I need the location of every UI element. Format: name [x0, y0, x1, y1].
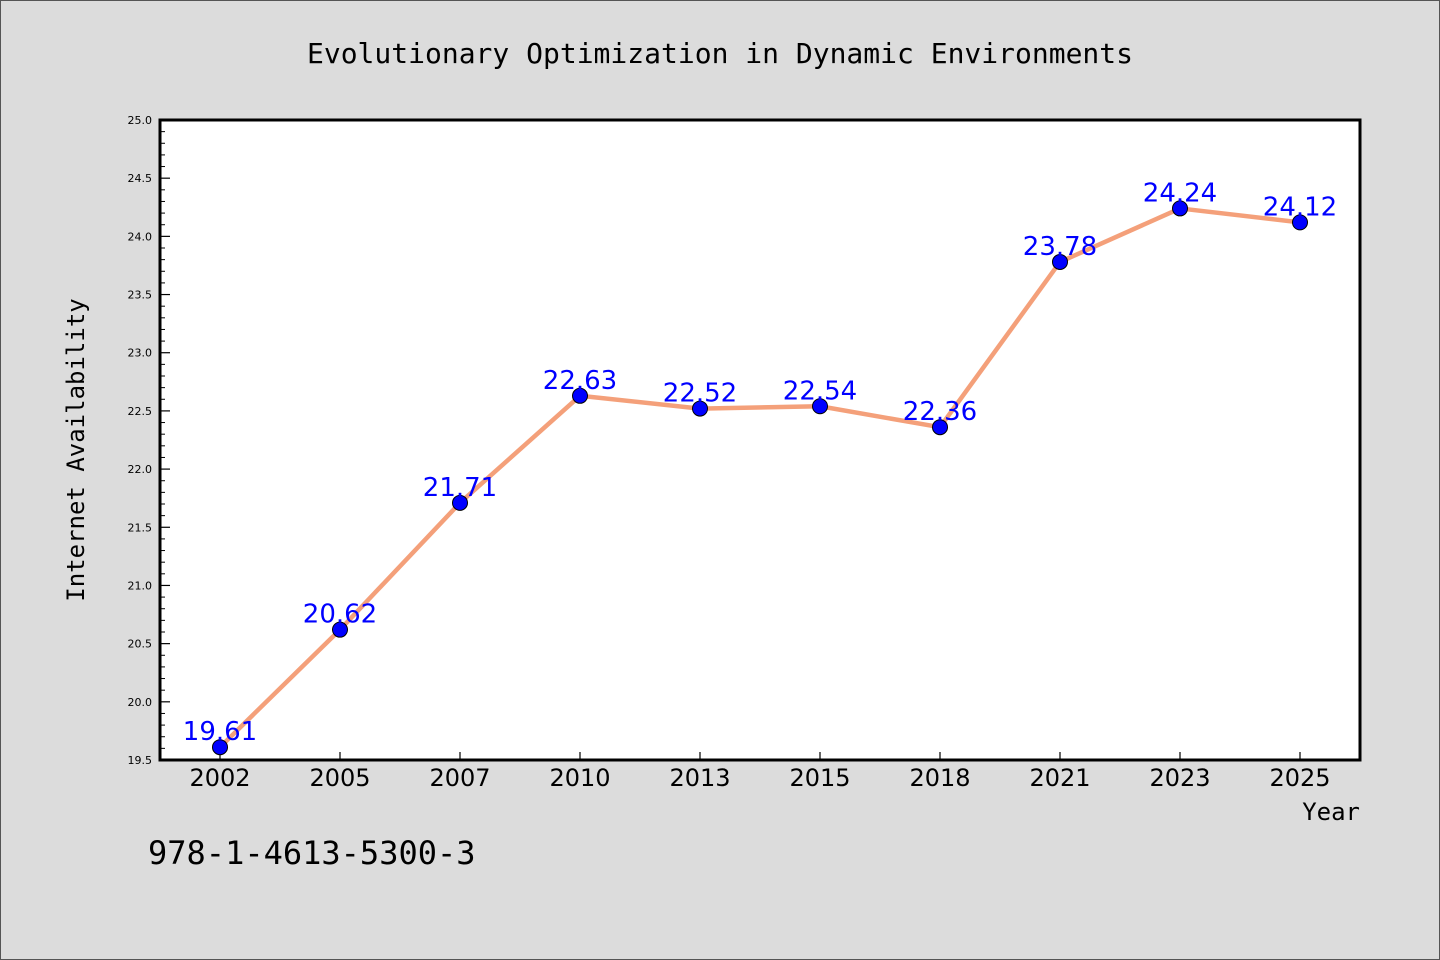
data-point [1172, 200, 1188, 217]
y-tick-label: 25.0 [128, 114, 153, 127]
data-point [212, 739, 228, 756]
data-label: 22.36 [903, 397, 977, 427]
y-tick-label: 23.0 [128, 347, 153, 360]
y-axis-ticks: 19.5 20.0 20.5 21.0 21.5 22.0 22.5 23.0 23.5 24.0… [128, 114, 170, 767]
x-tick-label: 2015 [789, 764, 850, 792]
data-label: 20.62 [303, 600, 377, 630]
data-point [332, 621, 348, 638]
y-axis-label: Internet Availability [62, 298, 90, 601]
data-label: 24.24 [1143, 178, 1217, 208]
plot-area [158, 118, 1362, 762]
data-label: 24.12 [1263, 192, 1337, 222]
data-point [1052, 253, 1068, 270]
x-tick-label: 2021 [1029, 764, 1090, 792]
data-labels: 19.61 20.62 21.71 22.63 22.52 22.54 22.36 23.78… [183, 178, 1337, 747]
y-tick-label: 21.0 [128, 579, 153, 592]
x-tick-label: 2013 [669, 764, 730, 792]
series-line [217, 206, 1303, 750]
data-label: 23.78 [1023, 232, 1097, 262]
x-tick-label: 2018 [909, 764, 970, 792]
x-tick-label: 2010 [549, 764, 610, 792]
y-tick-label: 21.5 [128, 521, 153, 534]
data-label: 21.71 [423, 473, 497, 503]
data-point [932, 419, 948, 436]
x-tick-label: 2005 [309, 764, 370, 792]
y-tick-label: 24.0 [128, 230, 153, 243]
data-label: 22.63 [543, 366, 617, 396]
chart-title: Evolutionary Optimization in Dynamic Env… [307, 37, 1133, 70]
x-tick-label: 2002 [189, 764, 250, 792]
y-tick-label: 22.5 [128, 405, 153, 418]
y-tick-label: 20.5 [128, 638, 153, 651]
series-markers [212, 200, 1308, 756]
y-tick-label: 24.5 [128, 172, 153, 185]
x-tick-label: 2025 [1269, 764, 1330, 792]
y-tick-label: 22.0 [128, 463, 153, 476]
x-tick-label: 2023 [1149, 764, 1210, 792]
x-axis-ticks: 2002 2005 2007 2010 2013 2015 2018 2021 2023 2025 [189, 752, 1331, 792]
y-tick-label: 23.5 [128, 289, 153, 302]
data-point [452, 494, 468, 511]
y-tick-label: 20.0 [128, 696, 153, 709]
isbn-text: 978-1-4613-5300-3 [148, 834, 476, 872]
x-tick-label: 2007 [429, 764, 490, 792]
data-point [812, 398, 828, 415]
data-point [1292, 214, 1308, 231]
data-label: 19.61 [183, 717, 257, 747]
x-axis-label: Year [1302, 798, 1360, 826]
y-tick-label: 19.5 [128, 754, 153, 767]
data-label: 22.54 [783, 376, 857, 406]
data-label: 22.52 [663, 379, 737, 409]
data-point [572, 387, 588, 404]
data-point [692, 400, 708, 417]
